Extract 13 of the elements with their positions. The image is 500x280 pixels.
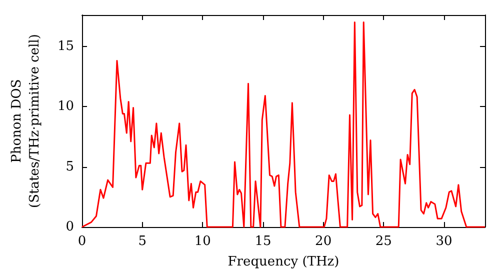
x-tick-label: 30 — [436, 234, 452, 249]
x-tick-label: 5 — [138, 234, 146, 249]
x-tick-label: 0 — [78, 234, 86, 249]
x-tick-label: 15 — [254, 234, 272, 249]
x-tick-label: 25 — [375, 234, 392, 249]
y-tick-label: 15 — [57, 38, 74, 54]
y-tick-label: 0 — [66, 220, 74, 234]
x-tick-label: 10 — [194, 234, 211, 249]
x-axis-title: Frequency (THz) — [228, 254, 340, 270]
y-tick-label: 10 — [57, 99, 74, 114]
x-tick-label: 20 — [315, 234, 332, 249]
y-axis-title: Phonon DOS (States/THz·primitive cell) — [10, 34, 42, 208]
y-tick-label: 5 — [66, 159, 74, 174]
